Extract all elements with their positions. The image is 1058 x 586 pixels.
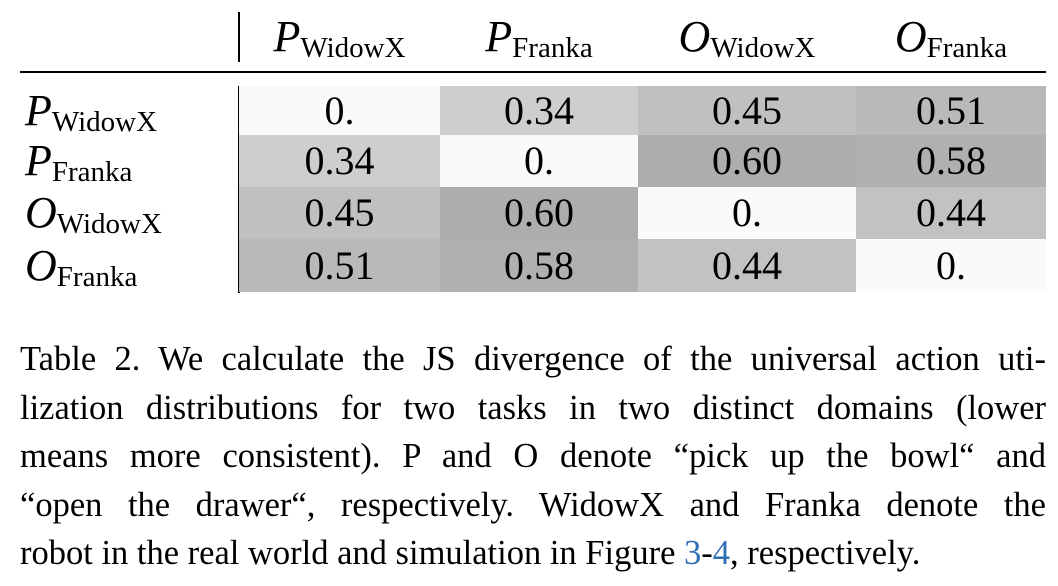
math-label: PWidowX xyxy=(25,86,157,138)
caption-line: lization distributions for two tasks in … xyxy=(20,388,1046,427)
caption-line: robot in the real world and simulation i… xyxy=(20,529,1046,578)
table-cell: 0.51 xyxy=(239,239,440,292)
table-cell: 0. xyxy=(440,135,638,187)
math-label: PWidowX xyxy=(273,12,405,64)
math-subscript: Franka xyxy=(926,32,1008,64)
math-symbol: O xyxy=(894,12,927,61)
table-cell: 0.60 xyxy=(638,135,856,187)
math-label: OWidowX xyxy=(25,188,162,240)
math-label: OFranka xyxy=(894,12,1007,64)
column-header: PWidowX xyxy=(239,12,440,64)
caption-line: Table 2. We calculate the JS divergence … xyxy=(20,340,1046,378)
table-cell: 0.34 xyxy=(239,135,440,187)
math-symbol: O xyxy=(25,241,57,290)
math-label: OWidowX xyxy=(678,12,816,64)
math-symbol: P xyxy=(485,12,513,61)
table-cell: 0. xyxy=(638,187,856,239)
math-symbol: O xyxy=(678,12,711,61)
math-symbol: P xyxy=(25,136,52,185)
math-label: PFranka xyxy=(25,136,132,188)
caption: Table 2. We calculate the JS divergence … xyxy=(20,335,1046,578)
row-header: OWidowX xyxy=(20,187,244,240)
figure-link[interactable]: 3 xyxy=(684,534,702,572)
math-label: PFranka xyxy=(485,12,592,64)
caption-line: means more consistent). P and O denote “… xyxy=(20,437,1046,475)
header-rule xyxy=(20,71,1046,73)
table-cell: 0.34 xyxy=(440,86,638,135)
vertical-rule xyxy=(238,12,240,62)
table-cell: 0. xyxy=(239,86,440,135)
caption-text: - xyxy=(701,534,713,572)
table-cell: 0.51 xyxy=(856,86,1046,135)
column-header: OWidowX xyxy=(638,12,856,64)
math-subscript: WidowX xyxy=(56,208,162,240)
math-subscript: Franka xyxy=(56,261,138,293)
column-header: PFranka xyxy=(440,12,638,64)
math-symbol: O xyxy=(25,188,57,237)
math-subscript: Franka xyxy=(512,32,593,64)
math-subscript: WidowX xyxy=(710,32,816,64)
caption-line: “open the drawer“, respectively. WidowX … xyxy=(20,485,1046,524)
caption-text: , respectively. xyxy=(730,534,921,572)
table-cell: 0.60 xyxy=(440,187,638,239)
row-header: PWidowX xyxy=(20,86,244,138)
math-symbol: P xyxy=(273,12,301,61)
math-subscript: WidowX xyxy=(300,32,406,64)
table-cell: 0.44 xyxy=(856,187,1046,239)
row-header: OFranka xyxy=(20,239,244,293)
table-cell: 0.58 xyxy=(440,239,638,292)
table-cell: 0.45 xyxy=(239,187,440,239)
column-header: OFranka xyxy=(856,12,1046,64)
table: PWidowX PFranka OWidowX OFranka PWidowX 0. 0.3… xyxy=(20,0,1046,300)
caption-text: robot in the real world and simulation i… xyxy=(20,534,685,572)
math-subscript: Franka xyxy=(51,156,133,188)
row-header: PFranka xyxy=(20,135,244,188)
table-cell: 0.44 xyxy=(638,239,856,292)
math-subscript: WidowX xyxy=(51,106,158,138)
table-cell: 0. xyxy=(856,239,1046,292)
table-cell: 0.45 xyxy=(638,86,856,135)
figure-link[interactable]: 4 xyxy=(712,534,731,572)
math-symbol: P xyxy=(25,86,52,135)
table-cell: 0.58 xyxy=(856,135,1046,187)
math-label: OFranka xyxy=(25,241,137,293)
